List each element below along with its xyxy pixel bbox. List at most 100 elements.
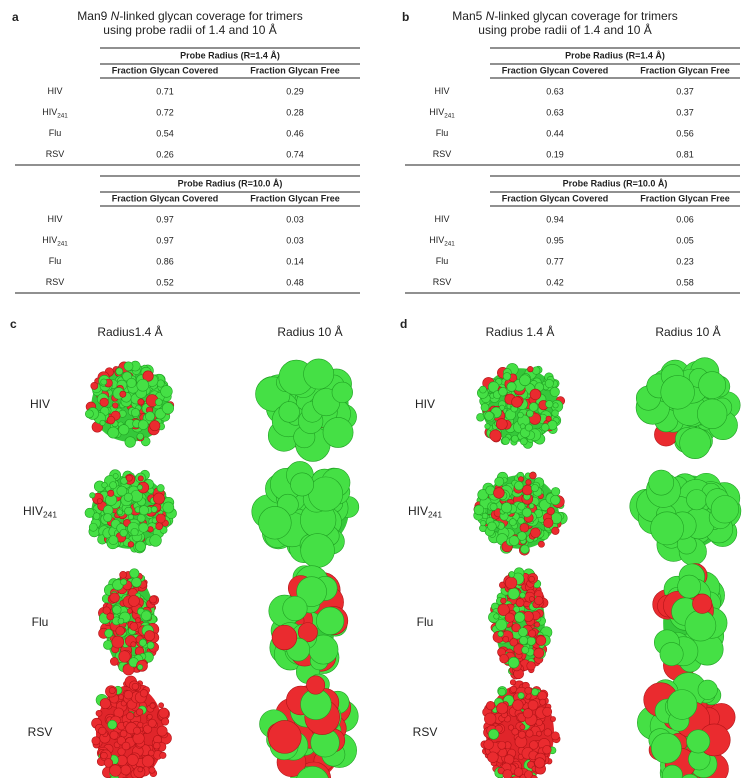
surface-bead	[524, 771, 532, 778]
label-subscript: 241	[43, 510, 57, 520]
surface-bead	[117, 510, 122, 515]
molecule-surface	[92, 676, 172, 778]
row-label: HIV	[434, 214, 449, 224]
label-text: HIV	[429, 235, 444, 245]
surface-bead	[510, 679, 516, 685]
surface-bead	[510, 638, 518, 646]
surface-bead	[500, 654, 509, 663]
surface-bead	[150, 421, 160, 431]
surface-bead	[516, 599, 524, 607]
surface-bead	[108, 490, 114, 496]
molecule-surface	[488, 568, 552, 679]
surface-bead	[484, 713, 496, 725]
surface-bead	[522, 485, 532, 495]
surface-bead	[304, 359, 334, 389]
surface-bead	[525, 424, 532, 431]
cell-value: 0.74	[286, 149, 304, 159]
surface-bead	[543, 707, 552, 716]
surface-bead	[156, 523, 163, 530]
surface-bead	[161, 386, 173, 398]
surface-bead	[137, 433, 144, 440]
surface-bead	[100, 698, 110, 708]
label-text: HIV	[47, 214, 62, 224]
surface-bead	[481, 403, 489, 411]
surface-bead	[131, 528, 138, 535]
surface-bead	[529, 741, 538, 750]
surface-bead	[96, 710, 102, 716]
cell-value: 0.14	[286, 256, 304, 266]
surface-bead	[113, 605, 122, 614]
surface-bead	[514, 481, 523, 490]
cell-value: 0.06	[676, 214, 694, 224]
surface-bead	[145, 412, 154, 421]
surface-bead	[529, 403, 538, 412]
surface-bead	[93, 513, 100, 520]
surface-bead	[518, 477, 523, 482]
label-text: Flu	[436, 256, 449, 266]
surface-bead	[503, 770, 512, 778]
molecule-surface	[98, 569, 159, 675]
label-text: Flu	[49, 256, 62, 266]
surface-bead	[142, 755, 154, 767]
label-text: HIV	[434, 86, 449, 96]
surface-bead	[135, 618, 140, 623]
molecule-surface	[269, 566, 348, 684]
surface-bead	[545, 379, 553, 387]
surface-bead	[519, 375, 530, 386]
row-label: HIV241	[429, 235, 455, 247]
surface-bead	[529, 576, 535, 582]
surface-bead	[139, 639, 146, 646]
table-header: Probe Radius (R=10.0 Å)	[563, 178, 668, 188]
surface-bead	[509, 519, 516, 526]
surface-bead	[535, 596, 544, 605]
surface-bead	[527, 637, 536, 646]
column-header: Fraction Glycan Free	[250, 65, 340, 75]
surface-bead	[535, 622, 540, 627]
surface-bead	[332, 382, 353, 403]
row-label: RSV	[433, 277, 452, 287]
surface-bead	[119, 425, 129, 435]
surface-bead	[272, 625, 297, 650]
surface-bead	[661, 375, 695, 409]
surface-bead	[137, 379, 149, 391]
surface-bead	[133, 727, 140, 734]
cell-value: 0.63	[546, 86, 564, 96]
cell-value: 0.97	[156, 214, 174, 224]
surface-bead	[259, 506, 292, 539]
panel-label: a	[12, 10, 19, 24]
surface-bead	[141, 611, 151, 621]
surface-bead	[552, 410, 559, 417]
surface-bead	[161, 718, 168, 725]
row-label: RSV	[46, 149, 65, 159]
panel-label: c	[10, 317, 17, 331]
surface-bead	[538, 541, 544, 547]
cell-value: 0.72	[156, 107, 174, 117]
surface-bead	[511, 435, 518, 442]
row-label: Flu	[49, 128, 62, 138]
surface-bead	[133, 733, 144, 744]
molecule-surface	[637, 673, 735, 778]
surface-bead	[501, 598, 507, 604]
surface-bead	[127, 754, 138, 765]
row-label: Flu	[436, 128, 449, 138]
row-label: HIV	[30, 397, 50, 411]
surface-bead	[147, 642, 154, 649]
surface-bead	[105, 629, 113, 637]
surface-bead	[536, 636, 546, 646]
surface-bead	[531, 528, 541, 538]
surface-bead	[301, 534, 335, 568]
column-header: Fraction Glycan Covered	[112, 193, 219, 203]
row-label: HIV241	[429, 107, 455, 119]
surface-bead	[85, 410, 93, 418]
surface-bead	[118, 618, 124, 624]
label-text: HIV	[415, 397, 435, 411]
surface-bead	[484, 740, 494, 750]
surface-bead	[92, 737, 100, 745]
label-subscript: 241	[444, 112, 455, 119]
surface-bead	[159, 708, 169, 718]
surface-bead	[138, 722, 143, 727]
label-text: Flu	[417, 615, 434, 629]
surface-bead	[91, 382, 98, 389]
row-label: RSV	[433, 149, 452, 159]
label-text: HIV	[408, 504, 428, 518]
